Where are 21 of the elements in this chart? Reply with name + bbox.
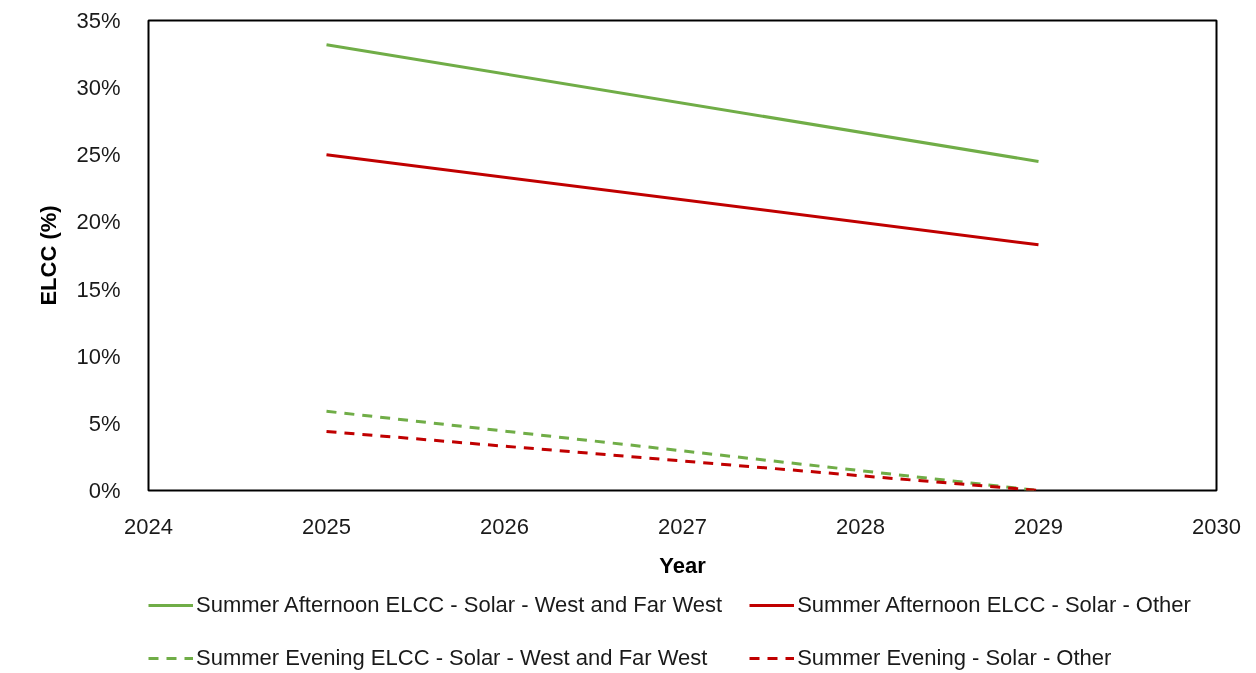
x-tick-label: 2026 bbox=[480, 513, 529, 539]
y-tick-label: 10% bbox=[76, 343, 121, 369]
y-tick-label: 15% bbox=[76, 276, 121, 302]
legend-label: Summer Afternoon ELCC - Solar - Other bbox=[797, 592, 1191, 618]
x-tick-label: 2025 bbox=[302, 513, 351, 539]
x-tick-label: 2030 bbox=[1192, 513, 1241, 539]
x-axis-title: Year bbox=[659, 552, 707, 578]
x-tick-label: 2028 bbox=[836, 513, 885, 539]
y-tick-label: 0% bbox=[88, 478, 121, 503]
x-tick-label: 2024 bbox=[124, 513, 173, 539]
x-tick-label: 2029 bbox=[1014, 513, 1063, 539]
legend-label: Summer Afternoon ELCC - Solar - West and Far West bbox=[196, 592, 723, 618]
legend-label: Summer Evening - Solar - Other bbox=[797, 645, 1112, 671]
y-axis-title: ELCC (%) bbox=[36, 205, 62, 306]
legend-label: Summer Evening ELCC - Solar - West and Far West bbox=[196, 645, 708, 671]
x-tick-label: 2027 bbox=[658, 513, 707, 539]
y-tick-label: 25% bbox=[76, 142, 121, 168]
y-tick-label: 20% bbox=[76, 209, 121, 235]
y-tick-label: 35% bbox=[76, 8, 121, 33]
y-tick-label: 30% bbox=[76, 75, 121, 101]
y-tick-label: 5% bbox=[88, 410, 121, 436]
